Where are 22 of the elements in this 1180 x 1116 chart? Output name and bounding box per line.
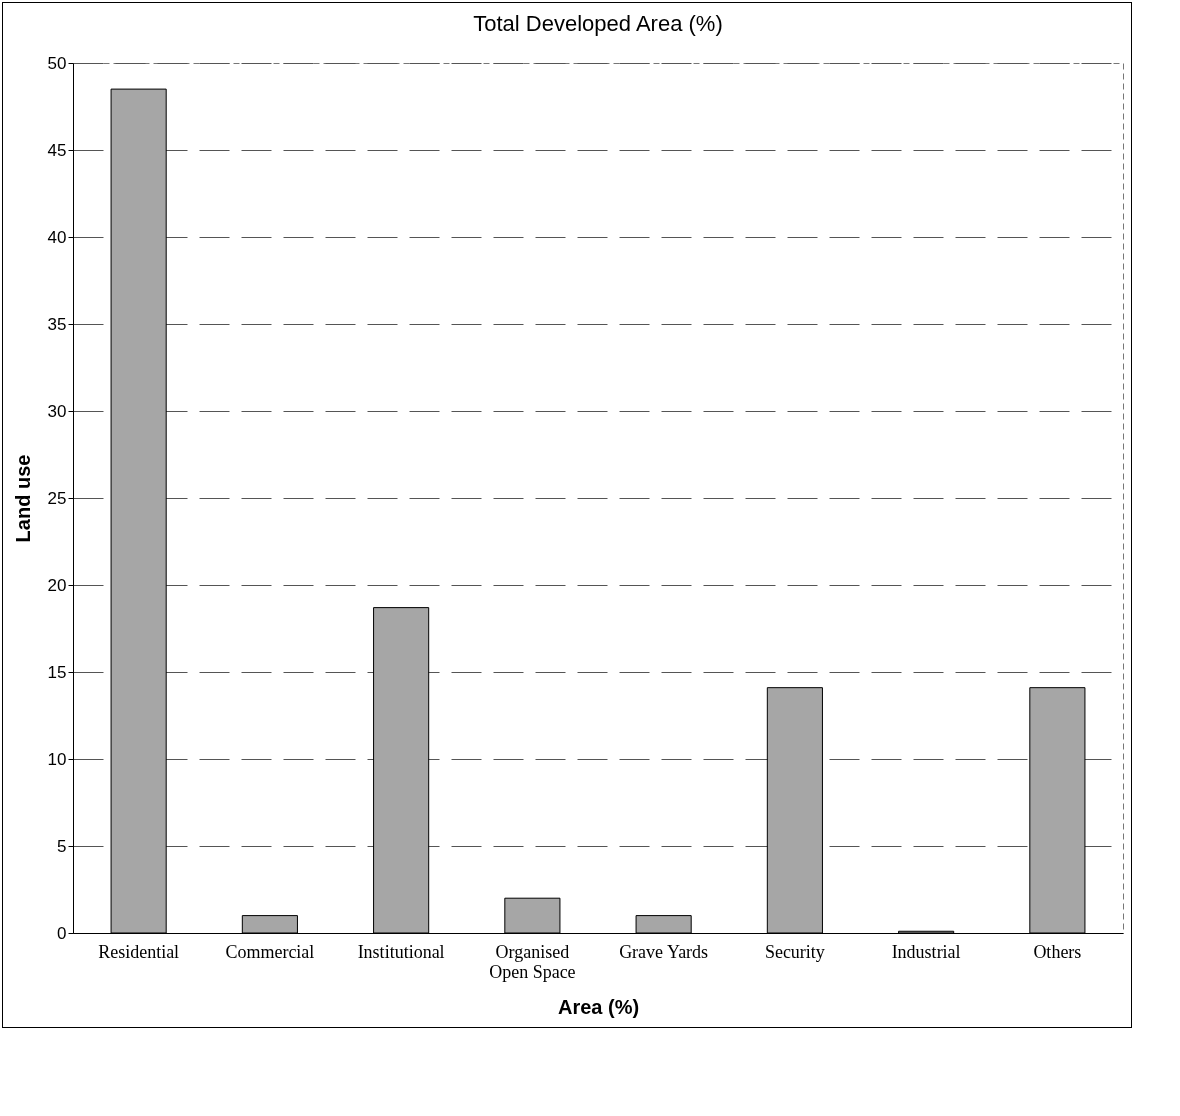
y-axis-title: Land use xyxy=(11,454,34,543)
x-tick-label: Commercial xyxy=(225,941,315,962)
y-tick-label: 15 xyxy=(47,662,67,682)
x-tick-label: Industrial xyxy=(891,941,961,962)
x-tick-label: Grave Yards xyxy=(619,941,709,962)
chart-title: Total Developed Area (%) xyxy=(473,11,723,36)
y-tick-label: 10 xyxy=(47,749,67,769)
y-tick-label: 40 xyxy=(47,227,67,247)
y-tick-label: 20 xyxy=(47,575,67,595)
y-tick-label: 25 xyxy=(47,488,67,508)
y-tick-label: 35 xyxy=(47,314,67,334)
y-tick-label: 0 xyxy=(57,923,67,943)
x-tick-label: Organised Open Space xyxy=(489,941,576,982)
x-axis-title: Area (%) xyxy=(557,995,640,1018)
x-tick-label: Institutional xyxy=(357,941,445,962)
x-tick-label: Residential xyxy=(98,941,180,962)
x-tick-label: Security xyxy=(764,941,825,962)
y-tick-label: 50 xyxy=(47,53,67,73)
y-tick-label: 30 xyxy=(47,401,67,421)
x-tick-label: Others xyxy=(1033,941,1082,962)
y-tick-label: 5 xyxy=(57,836,67,856)
y-tick-label: 45 xyxy=(47,140,67,160)
